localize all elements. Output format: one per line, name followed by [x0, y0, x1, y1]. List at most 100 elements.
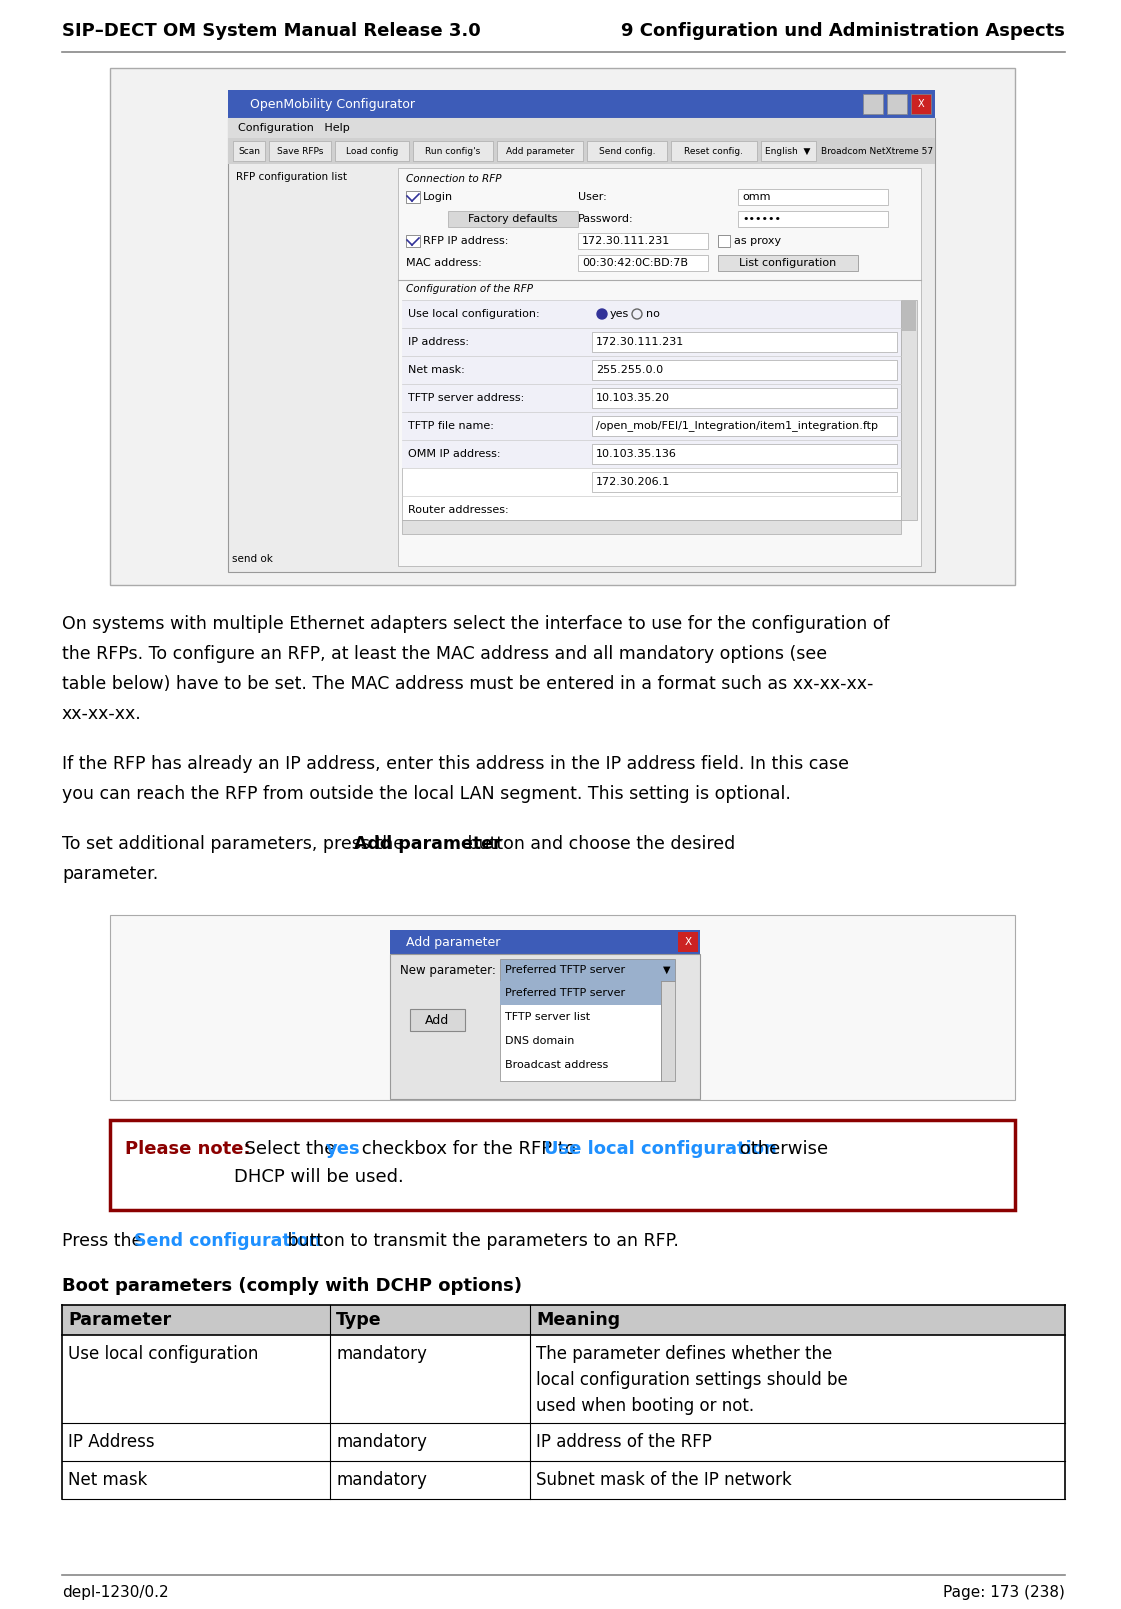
Text: xx-xx-xx.: xx-xx-xx. [62, 705, 141, 722]
Text: Password:: Password: [578, 214, 633, 224]
Text: IP Address: IP Address [68, 1434, 155, 1451]
FancyBboxPatch shape [717, 235, 730, 248]
Text: ▼: ▼ [663, 965, 670, 975]
Text: Page: 173 (238): Page: 173 (238) [943, 1585, 1065, 1599]
FancyBboxPatch shape [410, 1009, 465, 1031]
Text: local configuration settings should be: local configuration settings should be [536, 1371, 847, 1389]
FancyBboxPatch shape [497, 142, 583, 161]
FancyBboxPatch shape [110, 1120, 1015, 1210]
Text: MAC address:: MAC address: [406, 257, 482, 269]
FancyBboxPatch shape [587, 142, 667, 161]
Text: Net mask: Net mask [68, 1471, 147, 1488]
Text: table below) have to be set. The MAC address must be entered in a format such as: table below) have to be set. The MAC add… [62, 676, 873, 693]
FancyBboxPatch shape [911, 93, 932, 114]
FancyBboxPatch shape [448, 211, 578, 227]
Text: Router addresses:: Router addresses: [408, 505, 509, 515]
Text: OpenMobility Configurator: OpenMobility Configurator [250, 98, 415, 111]
Text: TFTP server list: TFTP server list [504, 1012, 590, 1022]
Text: To set additional parameters, press the: To set additional parameters, press the [62, 835, 409, 853]
Text: 10.103.35.20: 10.103.35.20 [596, 393, 670, 402]
Text: Add parameter: Add parameter [506, 146, 574, 156]
FancyBboxPatch shape [402, 299, 901, 328]
Text: Subnet mask of the IP network: Subnet mask of the IP network [536, 1471, 791, 1488]
Text: X: X [685, 936, 692, 948]
Text: 172.30.111.231: 172.30.111.231 [596, 336, 684, 348]
FancyBboxPatch shape [717, 254, 858, 270]
FancyBboxPatch shape [901, 299, 917, 520]
Text: User:: User: [578, 191, 606, 203]
Text: X: X [918, 100, 925, 109]
Text: Run config's: Run config's [425, 146, 481, 156]
Text: RFP configuration list: RFP configuration list [237, 172, 348, 182]
Text: IP address of the RFP: IP address of the RFP [536, 1434, 712, 1451]
Text: Please note:: Please note: [126, 1141, 251, 1158]
FancyBboxPatch shape [761, 142, 816, 161]
Text: button to transmit the parameters to an RFP.: button to transmit the parameters to an … [282, 1232, 679, 1250]
Text: 172.30.206.1: 172.30.206.1 [596, 476, 670, 488]
Text: DNS domain: DNS domain [504, 1036, 574, 1046]
Text: Scan: Scan [238, 146, 260, 156]
Text: ••••••: •••••• [742, 214, 781, 224]
Text: mandatory: mandatory [336, 1471, 427, 1488]
Text: Load config: Load config [345, 146, 398, 156]
Text: Preferred TFTP server: Preferred TFTP server [504, 988, 626, 998]
FancyBboxPatch shape [678, 932, 698, 953]
Text: Parameter: Parameter [68, 1311, 172, 1329]
FancyBboxPatch shape [661, 981, 675, 1081]
Text: Send configuration: Send configuration [135, 1232, 321, 1250]
FancyBboxPatch shape [398, 167, 921, 566]
Text: 172.30.111.231: 172.30.111.231 [582, 237, 670, 246]
Text: Save RFPs: Save RFPs [277, 146, 323, 156]
Text: 255.255.0.0: 255.255.0.0 [596, 365, 664, 375]
FancyBboxPatch shape [335, 142, 409, 161]
Text: Select the: Select the [233, 1141, 341, 1158]
FancyBboxPatch shape [228, 117, 935, 138]
Text: Send config.: Send config. [599, 146, 656, 156]
Text: the RFPs. To configure an RFP, at least the MAC address and all mandatory option: the RFPs. To configure an RFP, at least … [62, 645, 827, 663]
FancyBboxPatch shape [402, 299, 901, 520]
FancyBboxPatch shape [402, 520, 901, 534]
FancyBboxPatch shape [402, 328, 901, 356]
Text: 9 Configuration und Administration Aspects: 9 Configuration und Administration Aspec… [621, 23, 1065, 40]
FancyBboxPatch shape [390, 930, 700, 954]
Text: Configuration   Help: Configuration Help [238, 122, 350, 134]
Text: otherwise: otherwise [734, 1141, 828, 1158]
Text: Reset config.: Reset config. [685, 146, 743, 156]
Text: Press the: Press the [62, 1232, 148, 1250]
Text: If the RFP has already an IP address, enter this address in the IP address field: If the RFP has already an IP address, en… [62, 755, 849, 772]
Text: Boot parameters (comply with DCHP options): Boot parameters (comply with DCHP option… [62, 1278, 522, 1295]
Text: Use local configuration:: Use local configuration: [408, 309, 539, 319]
FancyBboxPatch shape [402, 412, 901, 439]
Text: used when booting or not.: used when booting or not. [536, 1397, 754, 1414]
FancyBboxPatch shape [500, 959, 675, 981]
FancyBboxPatch shape [406, 191, 420, 203]
Text: depl-1230/0.2: depl-1230/0.2 [62, 1585, 168, 1599]
Text: On systems with multiple Ethernet adapters select the interface to use for the c: On systems with multiple Ethernet adapte… [62, 615, 890, 632]
Text: yes: yes [326, 1141, 361, 1158]
FancyBboxPatch shape [592, 360, 897, 380]
FancyBboxPatch shape [738, 188, 888, 204]
FancyBboxPatch shape [500, 981, 661, 1006]
FancyBboxPatch shape [413, 142, 493, 161]
Text: you can reach the RFP from outside the local LAN segment. This setting is option: you can reach the RFP from outside the l… [62, 785, 791, 803]
Text: New parameter:: New parameter: [400, 964, 495, 977]
FancyBboxPatch shape [578, 254, 708, 270]
FancyBboxPatch shape [592, 417, 897, 436]
FancyBboxPatch shape [228, 90, 935, 117]
FancyBboxPatch shape [500, 981, 661, 1081]
FancyBboxPatch shape [592, 444, 897, 463]
Text: Use local configuration: Use local configuration [544, 1141, 777, 1158]
Text: The parameter defines whether the: The parameter defines whether the [536, 1345, 832, 1363]
Text: Type: Type [336, 1311, 381, 1329]
Text: Login: Login [423, 191, 453, 203]
Text: 00:30:42:0C:BD:7B: 00:30:42:0C:BD:7B [582, 257, 688, 269]
FancyBboxPatch shape [62, 1305, 1065, 1335]
Text: Factory defaults: Factory defaults [469, 214, 558, 224]
Text: Add: Add [425, 1014, 450, 1027]
FancyBboxPatch shape [228, 117, 935, 573]
FancyBboxPatch shape [863, 93, 883, 114]
Text: RFP IP address:: RFP IP address: [423, 237, 509, 246]
Text: TFTP server address:: TFTP server address: [408, 393, 525, 402]
Text: yes: yes [610, 309, 629, 319]
Text: mandatory: mandatory [336, 1345, 427, 1363]
